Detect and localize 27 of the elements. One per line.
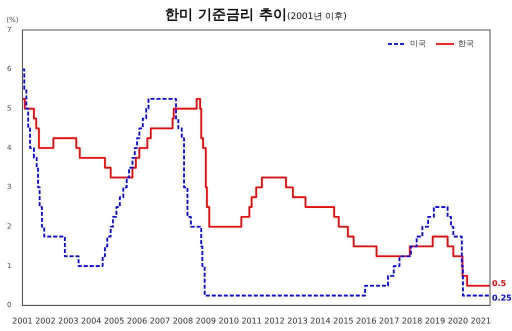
- x-tick-label: 2019: [424, 316, 446, 326]
- x-tick-label: 2002: [35, 316, 56, 326]
- x-tick-label: 2018: [402, 316, 422, 326]
- x-tick-label: 2010: [218, 316, 239, 326]
- x-tick-label: 2006: [126, 316, 148, 326]
- legend-label: 한국: [458, 39, 474, 48]
- x-tick-label: 2011: [241, 316, 262, 326]
- x-tick-label: 2012: [264, 316, 285, 326]
- chart-title: 한미 기준금리 추이: [165, 7, 287, 23]
- x-tick-label: 2003: [58, 316, 78, 326]
- x-tick-label: 2015: [333, 316, 354, 326]
- x-tick-label: 2017: [378, 316, 400, 326]
- x-tick-label: 2013: [287, 316, 308, 326]
- x-tick-label: 2021: [470, 316, 492, 326]
- x-tick-label: 2020: [448, 316, 468, 326]
- x-tick-label: 2016: [356, 316, 376, 326]
- annotation: 0.5: [492, 278, 507, 288]
- chart-subtitle: (2001년 이후): [286, 12, 347, 22]
- x-tick-label: 2014: [310, 316, 331, 326]
- x-tick-label: 2008: [172, 316, 194, 326]
- x-tick-label: 2001: [12, 316, 33, 326]
- x-tick-label: 2005: [104, 316, 124, 326]
- x-tick-label: 2009: [196, 316, 216, 326]
- legend-label: 미국: [410, 39, 426, 48]
- annotation: 0.25: [492, 294, 512, 303]
- x-tick-label: 2007: [150, 316, 170, 326]
- x-tick-label: 2004: [81, 316, 102, 326]
